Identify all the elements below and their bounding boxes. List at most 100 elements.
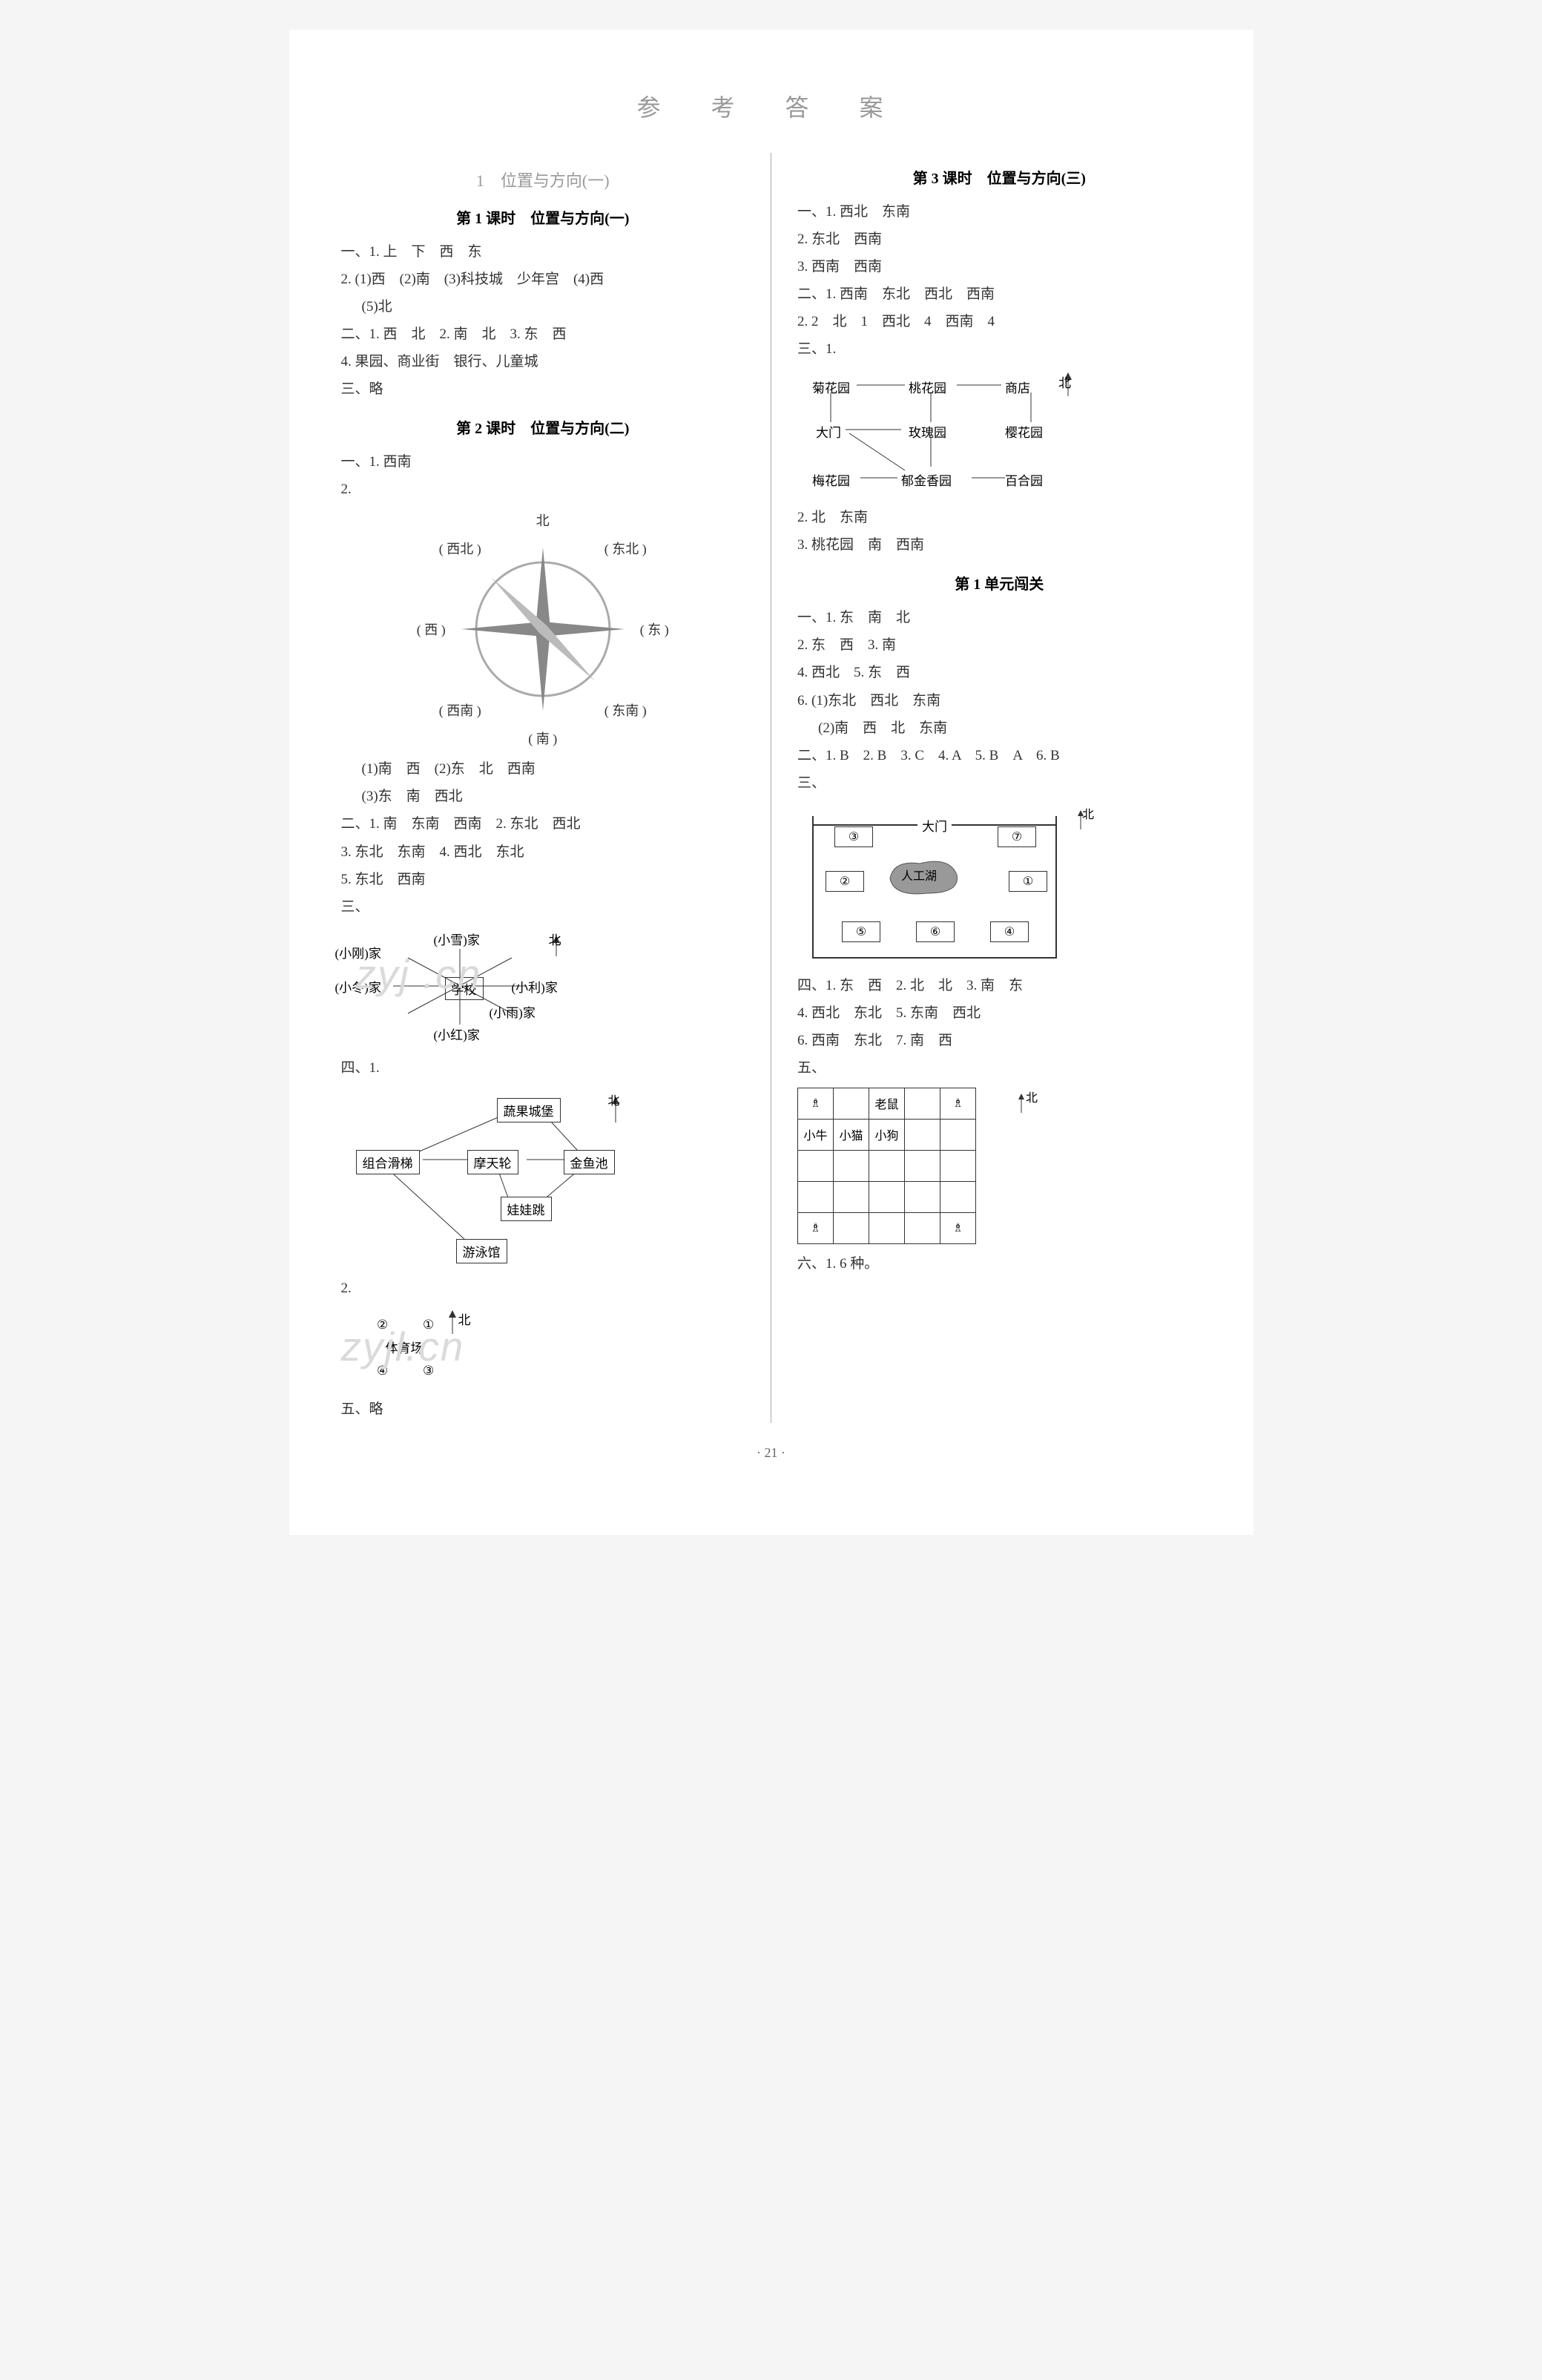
unit1-title: 第 1 单元闯关 <box>797 572 1202 594</box>
lesson3-title: 第 3 课时 位置与方向(三) <box>797 166 1202 188</box>
compass-ne: ( 东北 ) <box>604 539 647 558</box>
answer-line: 4. 西北 5. 东 西 <box>797 659 1202 686</box>
answer-line: 2. 北 东南 <box>797 504 1202 531</box>
lesson2-title: 第 2 课时 位置与方向(二) <box>341 416 745 438</box>
lake-box: ③ <box>834 826 873 847</box>
rides-diagram: 蔬果城堡 组合滑梯 摩天轮 金鱼池 娃娃跳 游泳馆 北 <box>341 1089 638 1267</box>
page-content: 参 考 答 案 1 位置与方向(一) 第 1 课时 位置与方向(一) 一、1. … <box>289 30 1253 1535</box>
grid-cell <box>869 1181 905 1212</box>
north-label: 北 <box>458 1309 471 1328</box>
page-title: 参 考 答 案 <box>341 89 1202 123</box>
ride-box: 摩天轮 <box>467 1150 518 1174</box>
grid-cell: ♗ <box>798 1212 834 1243</box>
ride-box: 游泳馆 <box>456 1239 507 1263</box>
answer-line: 2. 2 北 1 西北 4 西南 4 <box>797 308 1202 335</box>
grid-cell <box>940 1181 976 1212</box>
grid-cell: 老鼠 <box>869 1088 905 1119</box>
answer-line: 三、 <box>341 893 745 921</box>
answer-line: (2)南 西 北 东南 <box>797 714 1202 742</box>
answer-line: 一、1. 上 下 西 东 <box>341 238 745 266</box>
answer-line: 二、1. 西 北 2. 南 北 3. 东 西 <box>341 320 745 348</box>
tree-node: (小冬)家 <box>335 977 381 996</box>
right-column: 第 3 课时 位置与方向(三) 一、1. 西北 东南 2. 东北 西南 3. 西… <box>797 153 1202 1423</box>
lake-box: ⑦ <box>998 826 1036 847</box>
ride-box: 组合滑梯 <box>356 1150 420 1174</box>
park-node: 百合园 <box>1005 470 1043 489</box>
grid-diagram: 北 ♗ 老鼠 ♗ 小牛 小猫 小狗 <box>797 1088 1050 1244</box>
grid-cell <box>834 1088 869 1119</box>
tree-node: (小红)家 <box>434 1025 480 1043</box>
lake-box: ⑤ <box>842 921 880 942</box>
answer-line: (5)北 <box>341 293 745 320</box>
grid-table: ♗ 老鼠 ♗ 小牛 小猫 小狗 <box>797 1088 976 1244</box>
grid-cell: ♗ <box>798 1088 834 1119</box>
park-node: 郁金香园 <box>901 470 952 489</box>
answer-line: 4. 西北 东北 5. 东南 西北 <box>797 999 1202 1027</box>
grid-cell: 小牛 <box>798 1119 834 1150</box>
park-node: 大门 <box>816 422 841 441</box>
columns: 1 位置与方向(一) 第 1 课时 位置与方向(一) 一、1. 上 下 西 东 … <box>341 153 1202 1423</box>
lake-box: ④ <box>990 921 1029 942</box>
answer-line: 三、 <box>797 769 1202 797</box>
tree-node: (小雨)家 <box>490 1002 536 1021</box>
answer-line: 二、1. 南 东南 西南 2. 东北 西北 <box>341 810 745 838</box>
tree-node: (小刚)家 <box>335 943 381 961</box>
grid-cell <box>905 1088 940 1119</box>
grid-cell <box>834 1181 869 1212</box>
answer-line: 5. 东北 西南 <box>341 866 745 893</box>
answer-line: (3)东 南 西北 <box>341 783 745 810</box>
compass-diagram: 北 ( 南 ) ( 东 ) ( 西 ) ( 东北 ) ( 西北 ) ( 东南 )… <box>424 510 662 748</box>
grid-cell <box>869 1212 905 1243</box>
grid-cell: ♗ <box>940 1088 976 1119</box>
tree-diagram: (小刚)家 (小雪)家 北 (小冬)家 学校 (小利)家 (小雨)家 (小红)家… <box>341 928 593 1047</box>
grid-cell <box>905 1212 940 1243</box>
tree-north: 北 <box>549 930 561 948</box>
grid-cell <box>905 1119 940 1150</box>
grid-cell <box>940 1150 976 1181</box>
park-node: 梅花园 <box>812 470 850 489</box>
lesson1-title: 第 1 课时 位置与方向(一) <box>341 206 745 228</box>
answer-line: 二、1. B 2. B 3. C 4. A 5. B A 6. B <box>797 742 1202 769</box>
grid-cell <box>798 1181 834 1212</box>
answer-line: (1)南 西 (2)东 北 西南 <box>341 755 745 783</box>
answer-line: 2. (1)西 (2)南 (3)科技城 少年宫 (4)西 <box>341 266 745 293</box>
answer-line: 一、1. 西南 <box>341 448 745 476</box>
grid-cell: 小猫 <box>834 1119 869 1150</box>
svg-text:①: ① <box>423 1318 434 1332</box>
north-label: 北 <box>1058 372 1071 391</box>
answer-line: 三、1. <box>797 335 1202 363</box>
grid-cell <box>834 1150 869 1181</box>
grid-cell: 小狗 <box>869 1119 905 1150</box>
answer-line: 6. (1)东北 西北 东南 <box>797 687 1202 714</box>
answer-line: 五、略 <box>341 1396 745 1423</box>
answer-line: 二、1. 西南 东北 西北 西南 <box>797 280 1202 308</box>
grid-cell <box>905 1181 940 1212</box>
answer-line: 一、1. 东 南 北 <box>797 604 1202 631</box>
north-label: 北 <box>608 1091 620 1108</box>
page-number: · 21 · <box>341 1445 1202 1461</box>
answer-line: 四、1. <box>341 1054 745 1082</box>
svg-text:④: ④ <box>377 1364 388 1378</box>
compass-se: ( 东南 ) <box>604 700 647 720</box>
answer-line: 一、1. 西北 东南 <box>797 198 1202 226</box>
compass-sw: ( 西南 ) <box>439 700 481 720</box>
grid-cell <box>940 1119 976 1150</box>
answer-line: 4. 果园、商业街 银行、儿童城 <box>341 348 745 375</box>
grid-cell <box>834 1212 869 1243</box>
park-diagram: 菊花园 桃花园 商店 北 大门 玫瑰园 樱花园 梅花园 郁金香园 百合园 <box>797 370 1094 496</box>
tree-node: (小利)家 <box>512 977 558 996</box>
park-node: 桃花园 <box>909 378 946 396</box>
stadium-diagram: ② ① ④ ③ 北 体育场 zyjl.cn <box>341 1308 519 1390</box>
lake-diagram: 大门 北 ③ ⑦ ② ① ⑤ ⑥ ④ 人工湖 <box>797 803 1101 966</box>
north-arrow-icon <box>1076 809 1085 831</box>
ride-box: 蔬果城堡 <box>497 1098 561 1122</box>
north-arrow-icon <box>1017 1092 1026 1114</box>
park-node: 玫瑰园 <box>909 422 946 441</box>
answer-line: 3. 东北 东南 4. 西北 东北 <box>341 838 745 866</box>
answer-line: 2. <box>341 476 745 503</box>
lake-box: ⑥ <box>916 921 955 942</box>
park-node: 商店 <box>1005 378 1030 396</box>
answer-line: 3. 西南 西南 <box>797 253 1202 280</box>
grid-cell <box>798 1150 834 1181</box>
answer-line: 2. 东北 西南 <box>797 226 1202 253</box>
